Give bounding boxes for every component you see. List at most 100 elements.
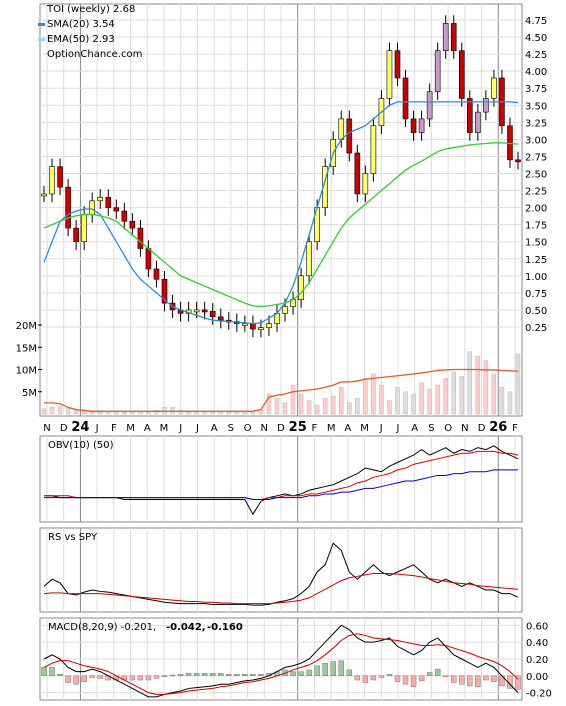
macd-histogram-bar bbox=[57, 673, 63, 677]
macd-histogram-bar bbox=[467, 675, 473, 687]
candle-body bbox=[515, 159, 521, 163]
y-tick-label: 2.75 bbox=[525, 152, 547, 163]
x-tick-label: J bbox=[195, 423, 199, 434]
volume-bar bbox=[114, 411, 119, 415]
macd-histogram-bar bbox=[394, 675, 401, 682]
volume-bar bbox=[122, 411, 127, 415]
macd-histogram-bar bbox=[410, 675, 417, 687]
candle-body bbox=[113, 207, 120, 212]
candle-body bbox=[161, 278, 168, 304]
rs-rs-line bbox=[43, 542, 519, 606]
volume-bar bbox=[467, 351, 473, 415]
x-tick-label: O bbox=[244, 423, 252, 434]
candle-body bbox=[418, 118, 425, 133]
candle-body bbox=[338, 118, 345, 140]
volume-bar bbox=[242, 411, 248, 415]
y-tick-label: 0.75 bbox=[525, 289, 547, 300]
y-tick-label: 0.25 bbox=[525, 323, 547, 334]
macd-signal-line bbox=[43, 633, 519, 695]
macd-histogram-bar bbox=[81, 675, 87, 682]
volume-bar bbox=[443, 378, 448, 415]
candle-body bbox=[282, 306, 288, 314]
candle-body bbox=[458, 50, 465, 99]
candle-body bbox=[442, 23, 449, 52]
macd-histogram-bar bbox=[459, 675, 465, 685]
volume-bar bbox=[330, 395, 336, 415]
volume-tick-label: 5M bbox=[22, 388, 37, 399]
candle-body bbox=[41, 193, 47, 197]
legend-label: EMA(50) 2.93 bbox=[47, 34, 115, 45]
x-tick-label: A bbox=[211, 423, 218, 434]
macd-histogram-bar bbox=[330, 661, 336, 677]
macd-y-tick-label: 0.20 bbox=[526, 655, 548, 666]
obv-obv-10--line bbox=[44, 445, 519, 516]
ema50-line bbox=[43, 142, 519, 308]
volume-bar bbox=[371, 373, 376, 415]
candle-body bbox=[426, 91, 433, 120]
x-tick-label: N bbox=[261, 423, 268, 434]
volume-bar bbox=[282, 402, 288, 415]
candle-body bbox=[475, 111, 481, 133]
macd-histogram-bar bbox=[250, 673, 256, 677]
x-tick-label: M bbox=[360, 423, 369, 434]
obv-title: OBV(10) (50) bbox=[48, 440, 114, 451]
y-tick-label: 1.75 bbox=[525, 221, 547, 232]
y-tick-label: 3.50 bbox=[525, 101, 547, 112]
volume-bar bbox=[154, 410, 159, 415]
volume-bar bbox=[395, 387, 400, 415]
volume-bar bbox=[451, 371, 456, 415]
volume-bar bbox=[49, 407, 55, 415]
candle-body bbox=[370, 125, 377, 174]
legend-label: TOI (weekly) 2.68 bbox=[46, 4, 135, 15]
volume-bar bbox=[411, 393, 416, 415]
x-tick-label: N bbox=[461, 423, 468, 434]
volume-bar bbox=[298, 393, 304, 415]
x-tick-label: M bbox=[126, 423, 135, 434]
macd-histogram-bar bbox=[314, 665, 320, 677]
candle-body bbox=[121, 210, 128, 222]
x-tick-label: D bbox=[60, 423, 68, 434]
macd-y-tick-label: 0.60 bbox=[526, 621, 548, 632]
x-tick-label: 25 bbox=[289, 420, 307, 435]
candle-body bbox=[73, 227, 79, 243]
x-tick-label: D bbox=[277, 423, 285, 434]
candle-body bbox=[266, 323, 272, 328]
y-tick-label: 3.00 bbox=[525, 135, 547, 146]
volume-bar bbox=[475, 355, 481, 415]
candle-body bbox=[137, 227, 144, 249]
candle-body bbox=[129, 220, 136, 229]
volume-bar bbox=[507, 391, 513, 415]
volume-bar bbox=[427, 389, 432, 415]
candle-body bbox=[354, 152, 361, 195]
macd-y-tick-label: 0.40 bbox=[526, 638, 548, 649]
macd-histogram-bar bbox=[242, 673, 248, 677]
volume-bar bbox=[322, 398, 328, 415]
macd-histogram-bar bbox=[378, 675, 385, 678]
candle-body bbox=[89, 200, 96, 215]
macd-histogram-bar bbox=[177, 673, 184, 677]
x-tick-label: J bbox=[95, 423, 99, 434]
volume-average-line bbox=[44, 368, 519, 412]
volume-bar bbox=[218, 411, 223, 415]
macd-title: MACD(8,20,9) -0.201, bbox=[48, 622, 156, 633]
macd-histogram-bar bbox=[65, 675, 71, 683]
candle-body bbox=[491, 77, 497, 99]
macd-histogram-bar bbox=[41, 667, 47, 677]
macd-histogram-bar bbox=[258, 673, 264, 677]
macd-histogram-bar bbox=[49, 667, 55, 677]
candle-body bbox=[298, 275, 304, 301]
volume-bar bbox=[65, 408, 71, 415]
candle-body bbox=[209, 311, 216, 318]
volume-bar bbox=[258, 409, 264, 415]
y-tick-label: 1.00 bbox=[525, 272, 547, 283]
x-tick-label: J bbox=[178, 423, 182, 434]
candle-body bbox=[153, 268, 160, 280]
volume-bar bbox=[355, 398, 360, 415]
macd-histogram-bar bbox=[97, 675, 103, 679]
x-tick-label: A bbox=[344, 423, 351, 434]
volume-bar bbox=[363, 378, 368, 415]
y-tick-label: 4.75 bbox=[525, 16, 547, 27]
volume-tick-label: 15M bbox=[16, 343, 37, 354]
volume-bar bbox=[178, 409, 183, 415]
